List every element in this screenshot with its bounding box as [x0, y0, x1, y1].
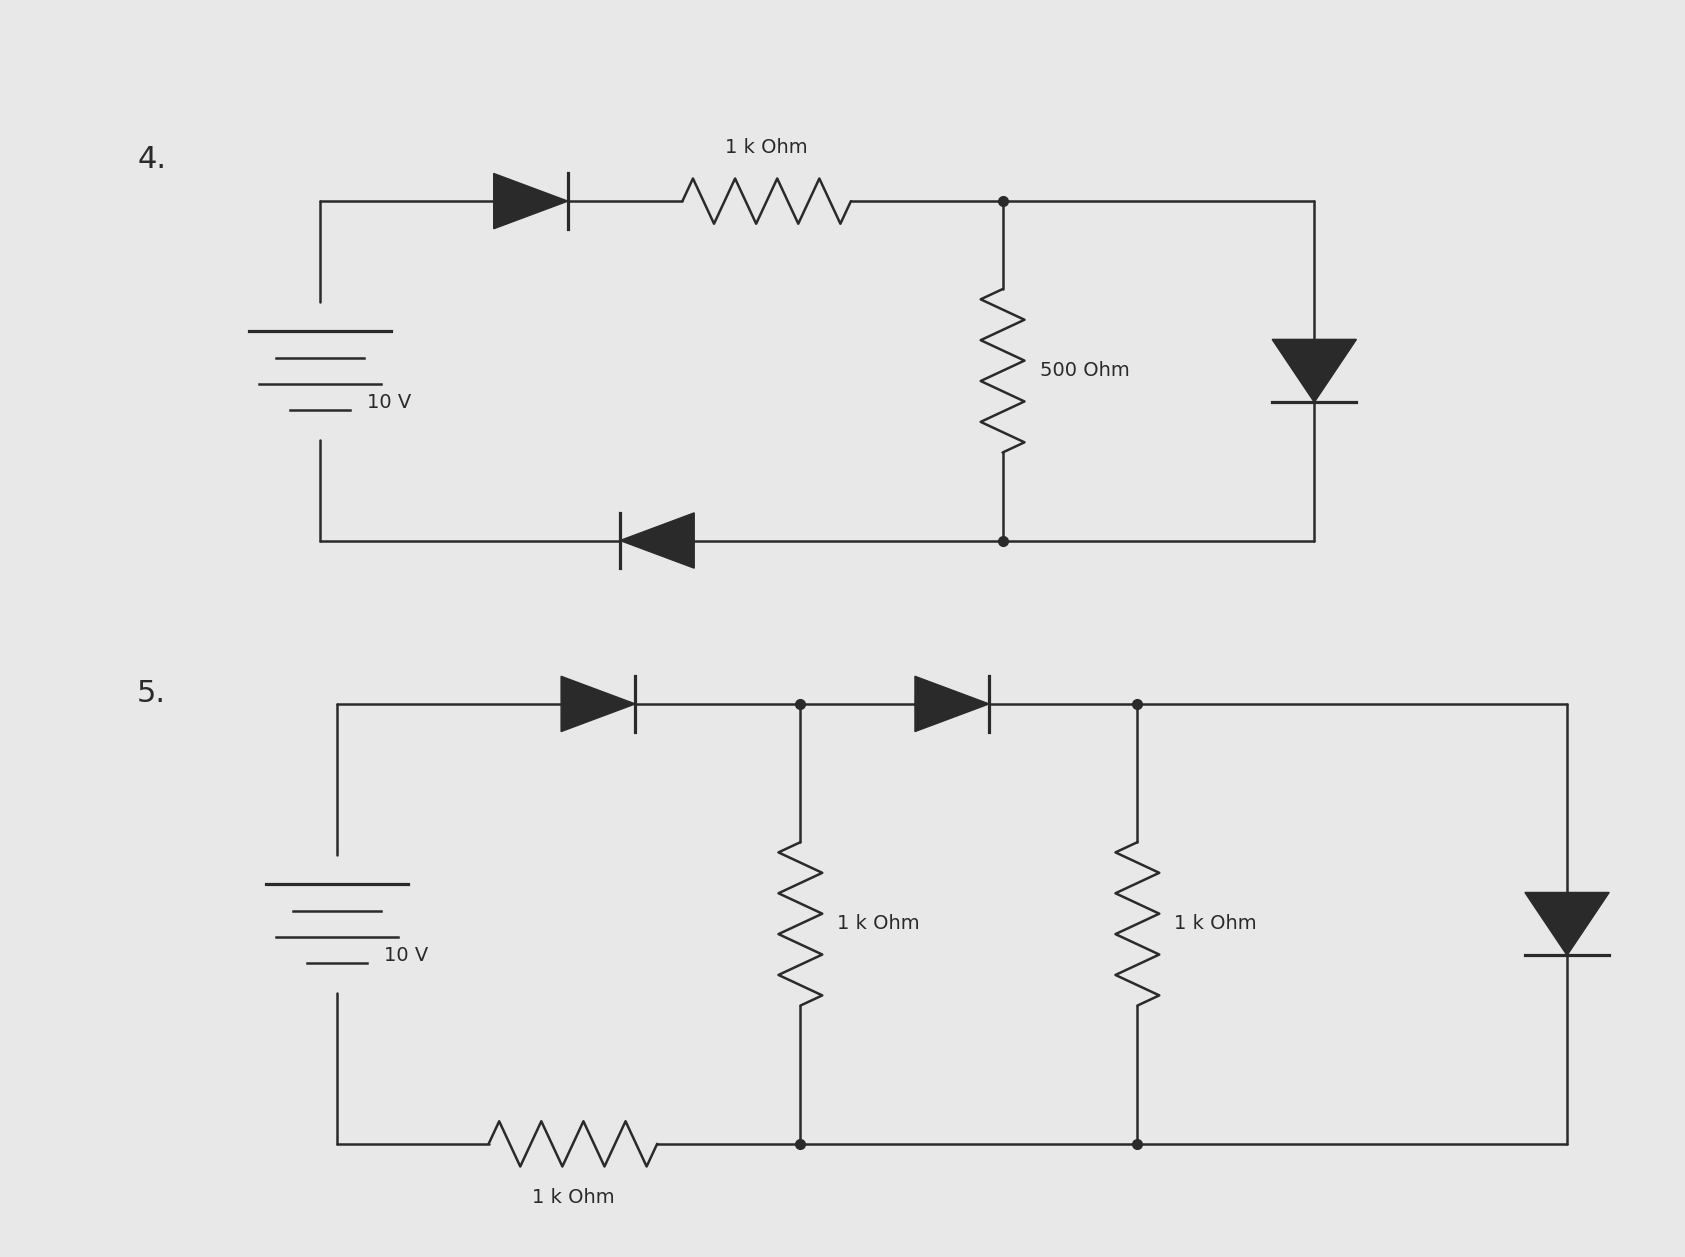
Polygon shape — [1525, 892, 1609, 955]
Polygon shape — [1272, 339, 1356, 402]
Text: 1 k Ohm: 1 k Ohm — [1174, 914, 1257, 934]
Text: 10 V: 10 V — [384, 945, 428, 965]
Polygon shape — [620, 513, 694, 568]
Text: 1 k Ohm: 1 k Ohm — [531, 1188, 615, 1207]
Polygon shape — [494, 173, 568, 229]
Text: 500 Ohm: 500 Ohm — [1040, 361, 1129, 381]
Text: 10 V: 10 V — [367, 392, 411, 412]
Text: 5.: 5. — [136, 679, 167, 708]
Text: 1 k Ohm: 1 k Ohm — [725, 138, 809, 157]
Polygon shape — [915, 676, 989, 732]
Text: 1 k Ohm: 1 k Ohm — [837, 914, 920, 934]
Text: 4.: 4. — [136, 145, 167, 173]
Polygon shape — [561, 676, 635, 732]
